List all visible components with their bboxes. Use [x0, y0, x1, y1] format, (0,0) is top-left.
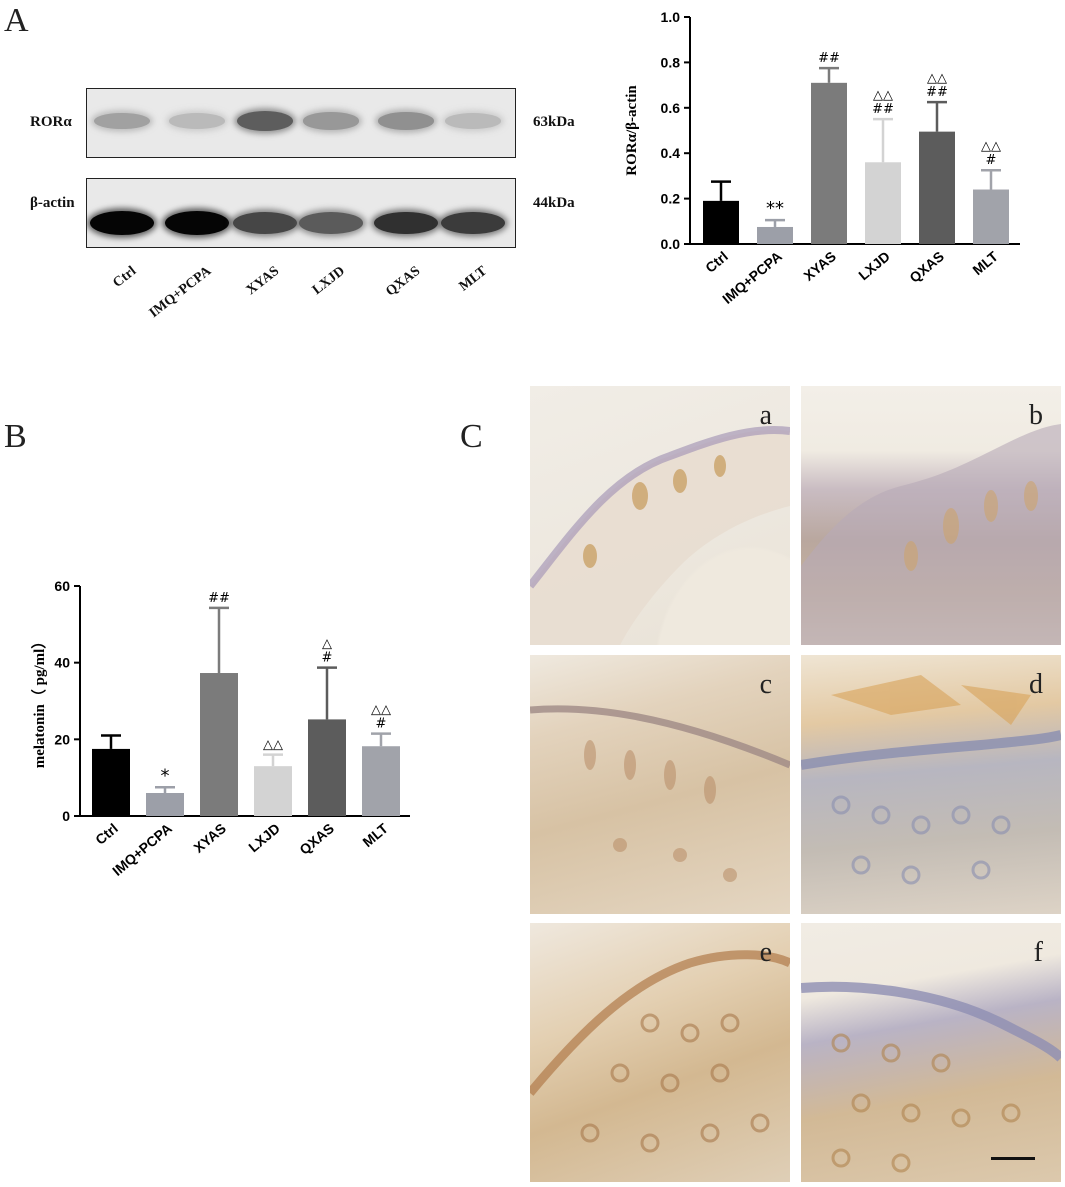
bar: [146, 793, 184, 816]
x-tick-label: IMQ+PCPA: [109, 820, 175, 879]
x-tick-label: QXAS: [906, 248, 947, 286]
significance-label: ##: [208, 591, 230, 606]
blot-band: [378, 112, 434, 130]
micrograph-c: c: [530, 655, 790, 914]
bar: [757, 226, 793, 244]
micrograph-a: a: [530, 386, 790, 645]
significance-label: #: [986, 153, 997, 168]
significance-label: **: [766, 198, 784, 219]
blot-band: [233, 211, 297, 235]
y-tick-label: 60: [54, 578, 70, 594]
bar: [703, 200, 739, 244]
significance-label: △△: [371, 703, 391, 718]
panel-label-a: A: [4, 2, 29, 39]
y-tick-label: 0.4: [661, 145, 681, 161]
micrograph-f: f: [801, 923, 1061, 1182]
x-tick-label: LXJD: [245, 820, 283, 855]
bar: [865, 162, 901, 244]
bar: [254, 766, 292, 816]
significance-label: △△: [981, 139, 1001, 154]
micrograph-label: d: [1029, 669, 1043, 700]
y-tick-label: 40: [54, 655, 70, 671]
blot-band: [374, 211, 438, 235]
blot-lane-label: LXJD: [310, 263, 349, 299]
x-tick-label: Ctrl: [702, 248, 731, 276]
bar: [811, 82, 847, 244]
micrograph-label: f: [1033, 937, 1043, 968]
chart-ror-alpha: 0.0 0.2 0.4 0.6 0.8 1.0 RORα/β-actin Ctrl ** IMQ+…: [624, 9, 1020, 307]
significance-label: △: [322, 637, 332, 652]
bar: [362, 746, 400, 816]
blot-band: [441, 211, 505, 235]
blot-lane-label: MLT: [456, 263, 491, 295]
scale-bar: [991, 1157, 1035, 1160]
micrograph-d: d: [801, 655, 1061, 914]
significance-label: #: [322, 651, 333, 666]
significance-label: △△: [263, 738, 283, 753]
x-tick-label: IMQ+PCPA: [719, 248, 785, 307]
blot-band: [237, 111, 293, 131]
y-tick-label: 0: [62, 808, 70, 824]
blot-lane-label: Ctrl: [110, 263, 140, 291]
x-tick-label: LXJD: [855, 248, 893, 283]
x-tick-label: Ctrl: [92, 820, 121, 848]
panel-label-c: C: [460, 418, 483, 455]
bar: [919, 131, 955, 244]
x-tick-label: MLT: [359, 820, 391, 850]
significance-label: ##: [872, 102, 894, 117]
bar: [92, 748, 130, 816]
micrograph-e: e: [530, 923, 790, 1182]
micrograph-b: b: [801, 386, 1061, 645]
micrograph-label: c: [759, 669, 772, 700]
blot-mw-label-roralpha: 63kDa: [533, 114, 575, 130]
significance-label: △△: [927, 71, 947, 86]
blot-band: [169, 113, 225, 129]
panel-label-b: B: [4, 418, 27, 455]
significance-label: #: [376, 717, 387, 732]
bar: [973, 189, 1009, 244]
blot-band: [445, 113, 501, 129]
micrograph-label: e: [759, 937, 772, 968]
y-tick-label: 20: [54, 731, 70, 747]
micrograph-label: a: [759, 400, 772, 431]
bar: [308, 719, 346, 816]
blot-strip-beta-actin: [86, 178, 516, 248]
blot-band: [165, 211, 229, 235]
y-tick-label: 0.8: [661, 54, 681, 70]
blot-band: [299, 212, 363, 234]
x-tick-label: MLT: [969, 248, 1001, 278]
blot-band: [94, 112, 150, 130]
significance-label: ##: [818, 51, 840, 66]
significance-label: *: [161, 765, 170, 786]
y-tick-label: 0.0: [661, 236, 681, 252]
blot-lane-label: QXAS: [383, 263, 424, 300]
blot-strip-roralpha: [86, 88, 516, 158]
y-axis-label: melatonin（ pg/ml）: [30, 634, 48, 769]
x-tick-label: XYAS: [190, 820, 229, 856]
significance-label: △△: [873, 88, 893, 103]
micrograph-label: b: [1029, 400, 1043, 431]
blot-lane-label: IMQ+PCPA: [146, 263, 215, 321]
y-axis-label: RORα/β-actin: [624, 85, 640, 176]
y-tick-label: 0.6: [661, 100, 681, 116]
bar: [200, 673, 238, 816]
blot-band: [303, 112, 359, 130]
y-tick-label: 1.0: [661, 9, 681, 25]
blot-protein-label-roralpha: RORα: [30, 114, 72, 130]
blot-band: [90, 211, 154, 235]
blot-mw-label-beta-actin: 44kDa: [533, 195, 575, 211]
blot-protein-label-beta-actin: β-actin: [30, 195, 75, 211]
blot-lane-label: XYAS: [244, 263, 283, 299]
x-tick-label: QXAS: [296, 820, 337, 858]
x-tick-label: XYAS: [800, 248, 839, 284]
y-tick-label: 0.2: [661, 191, 681, 207]
significance-label: ##: [926, 85, 948, 100]
